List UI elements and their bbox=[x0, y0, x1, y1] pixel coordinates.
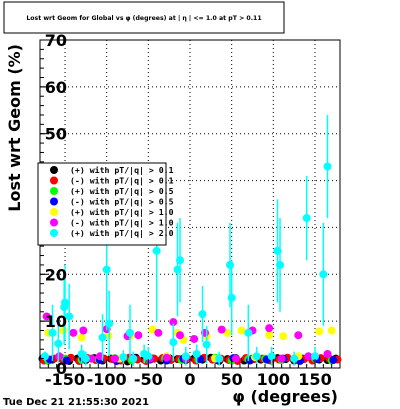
data-point bbox=[148, 325, 157, 334]
data-point bbox=[77, 333, 86, 342]
x-tick-label: -50 bbox=[134, 370, 163, 389]
data-point bbox=[61, 298, 69, 307]
data-point bbox=[181, 352, 190, 361]
data-point bbox=[129, 354, 138, 363]
data-point bbox=[277, 354, 286, 363]
data-point bbox=[169, 318, 178, 327]
legend: (+) with pT/|q| > 0.1(-) with pT/|q| > 0… bbox=[37, 162, 174, 246]
y-tick-label: 10 bbox=[45, 312, 67, 331]
data-point bbox=[81, 354, 90, 363]
data-point bbox=[126, 328, 134, 337]
data-point bbox=[152, 246, 161, 255]
data-point bbox=[87, 354, 96, 363]
data-point bbox=[192, 349, 201, 358]
data-point bbox=[327, 326, 336, 335]
legend-marker bbox=[50, 208, 58, 216]
x-tick-labels: -150 -100 -50 0 50 100 150 bbox=[45, 370, 332, 389]
data-point bbox=[276, 260, 284, 269]
data-point bbox=[265, 331, 274, 340]
data-point bbox=[302, 214, 311, 223]
data-point bbox=[190, 334, 199, 343]
x-tick-label: 100 bbox=[257, 370, 290, 389]
data-point bbox=[323, 162, 332, 171]
chart-title: Lost wrt Geom for Global vs φ (degrees) … bbox=[26, 15, 261, 23]
data-point bbox=[202, 340, 211, 349]
data-point bbox=[134, 331, 143, 340]
legend-marker bbox=[50, 197, 58, 206]
legend-marker bbox=[50, 187, 58, 195]
data-point bbox=[267, 352, 276, 361]
data-point bbox=[231, 354, 240, 363]
data-point bbox=[279, 332, 288, 341]
y-tick-label: 20 bbox=[45, 265, 67, 284]
data-point bbox=[169, 338, 178, 347]
data-point bbox=[252, 352, 261, 361]
data-point bbox=[311, 352, 319, 361]
legend-label: (+) with pT/|q| > 1.0 bbox=[70, 207, 174, 217]
legend-label: (-) with pT/|q| > 0.1 bbox=[70, 176, 174, 186]
y-tick-label: 0 bbox=[56, 359, 67, 378]
data-point bbox=[42, 312, 51, 321]
x-tick-label: 0 bbox=[184, 370, 195, 389]
legend-marker bbox=[50, 176, 58, 185]
x-tick-label: -150 bbox=[45, 370, 85, 389]
data-point bbox=[198, 310, 207, 319]
data-point bbox=[319, 270, 328, 279]
y-axis-title: Lost wrt Geom (%) bbox=[5, 44, 24, 212]
data-point bbox=[65, 312, 74, 321]
x-tick-label: 50 bbox=[221, 370, 243, 389]
y-tick-label: 70 bbox=[45, 31, 67, 50]
data-point bbox=[144, 352, 153, 361]
timestamp-footer: Tue Dec 21 21:55:30 2021 bbox=[3, 397, 149, 408]
legend-marker bbox=[50, 229, 58, 237]
data-point bbox=[315, 327, 324, 336]
data-point bbox=[111, 354, 119, 363]
data-point bbox=[304, 352, 313, 361]
data-point bbox=[176, 256, 184, 265]
legend-label: (+) with pT/|q| > 0.5 bbox=[70, 186, 174, 196]
legend-marker bbox=[50, 218, 58, 227]
data-point bbox=[244, 328, 253, 337]
data-point bbox=[69, 328, 78, 337]
data-point bbox=[265, 324, 274, 333]
data-point bbox=[105, 319, 114, 328]
data-point bbox=[162, 353, 171, 362]
data-points bbox=[38, 114, 342, 366]
x-tick-label: 150 bbox=[298, 370, 331, 389]
data-point bbox=[223, 328, 232, 337]
data-point bbox=[294, 331, 303, 340]
legend-label: (-) with pT/|q| > 1.0 bbox=[70, 218, 174, 228]
legend-label: (+) with pT/|q| > 0.1 bbox=[70, 165, 174, 175]
data-point bbox=[226, 260, 234, 269]
y-tick-label: 50 bbox=[45, 125, 67, 144]
y-tick-label: 60 bbox=[45, 78, 67, 97]
data-point bbox=[119, 353, 128, 362]
title-box: Lost wrt Geom for Global vs φ (degrees) … bbox=[3, 1, 285, 34]
data-point bbox=[227, 293, 236, 302]
data-point bbox=[102, 265, 111, 274]
data-point bbox=[55, 352, 64, 361]
x-tick-label: -100 bbox=[87, 370, 127, 389]
data-point bbox=[237, 326, 246, 335]
data-point bbox=[79, 326, 88, 335]
legend-label: (+) with pT/|q| > 2.0 bbox=[70, 228, 174, 238]
x-axis-title: φ (degrees) bbox=[232, 387, 338, 406]
data-point bbox=[54, 339, 63, 348]
data-point bbox=[154, 328, 163, 337]
data-point bbox=[98, 333, 107, 342]
legend-marker bbox=[50, 166, 58, 174]
data-point bbox=[290, 354, 299, 363]
data-point bbox=[176, 331, 184, 340]
data-point bbox=[215, 354, 224, 363]
data-point bbox=[48, 328, 57, 337]
data-point bbox=[323, 349, 332, 358]
data-point bbox=[217, 325, 226, 334]
data-point bbox=[329, 356, 338, 365]
legend-label: (-) with pT/|q| > 0.5 bbox=[70, 197, 174, 207]
